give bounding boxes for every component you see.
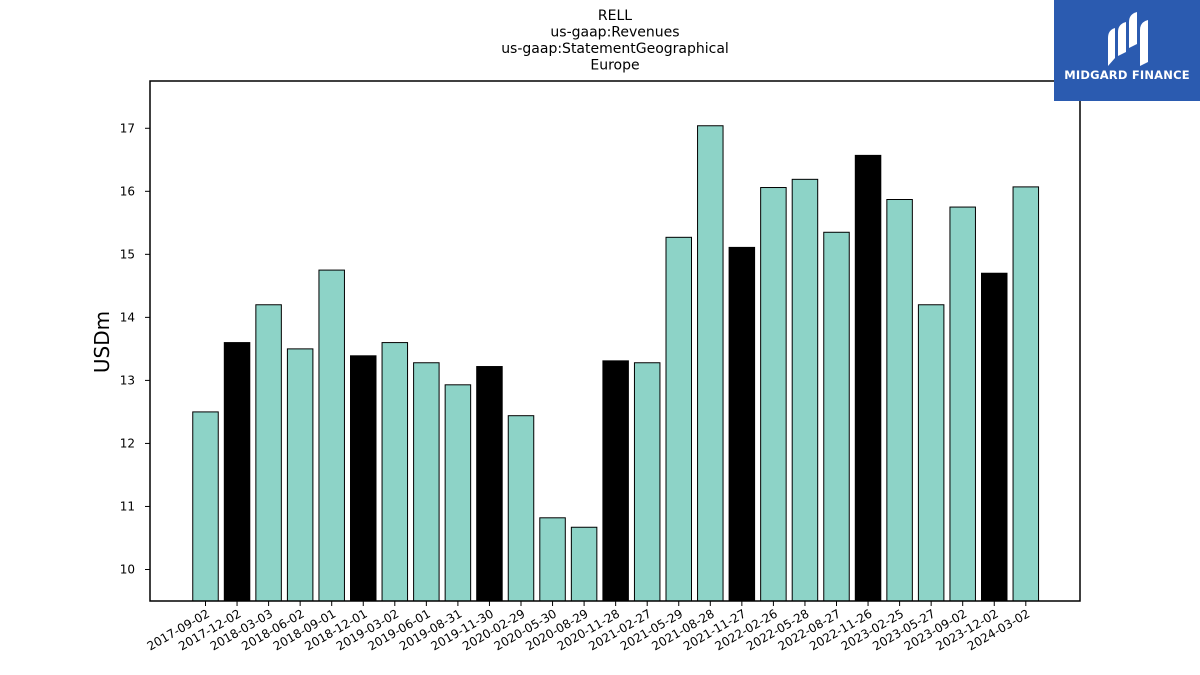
bar: [760, 187, 787, 602]
midgard-finance-logo: MIDGARD FINANCE: [1054, 0, 1200, 101]
bar: [539, 517, 566, 602]
bar: [223, 342, 251, 602]
bar: [886, 199, 913, 602]
logo-mark-icon: [1108, 12, 1148, 66]
bar: [697, 125, 724, 602]
bar: [255, 304, 282, 602]
bar: [444, 384, 472, 602]
axes: [149, 80, 1081, 602]
y-tick-label: 13: [120, 373, 135, 387]
x-axis-ticks: 2017-09-022017-12-022018-03-032018-06-02…: [145, 601, 1032, 653]
y-tick-label: 12: [120, 436, 135, 450]
chart-title-line: RELL: [598, 8, 632, 24]
bar: [192, 411, 219, 602]
chart-title-line: us-gaap:StatementGeographical: [501, 41, 729, 57]
bars: [192, 125, 1040, 602]
bar: [917, 304, 945, 602]
y-axis-label: USDm: [90, 311, 114, 373]
bar: [507, 415, 535, 602]
bar: [413, 362, 440, 602]
bar: [350, 355, 377, 602]
bar: [1012, 186, 1040, 602]
y-tick-label: 17: [120, 121, 135, 135]
y-tick-label: 14: [120, 310, 135, 324]
bar: [286, 348, 314, 602]
plot-frame: [149, 80, 1081, 602]
chart-title-line: us-gaap:Revenues: [550, 25, 679, 41]
y-tick-label: 11: [120, 499, 135, 513]
bar: [949, 206, 976, 602]
bar: [633, 362, 661, 602]
bar: [854, 154, 882, 602]
y-tick-label: 15: [120, 247, 135, 261]
y-tick-label: 10: [120, 562, 135, 576]
logo-text: MIDGARD FINANCE: [1064, 68, 1190, 82]
bar: [728, 246, 756, 602]
bar: [602, 360, 629, 602]
y-axis-ticks: 10 11 12 13 14 15 16 17: [120, 121, 150, 576]
bar: [381, 342, 409, 602]
bar: [981, 272, 1008, 602]
bar: [665, 236, 692, 602]
chart-title-line: Europe: [590, 58, 639, 74]
bar: [791, 178, 819, 602]
y-tick-label: 16: [120, 184, 135, 198]
bar: [476, 366, 503, 602]
chart-title: RELLus-gaap:Revenuesus-gaap:StatementGeo…: [501, 8, 729, 74]
bar: [318, 269, 345, 602]
bar: [570, 526, 598, 602]
bar: [823, 231, 850, 602]
